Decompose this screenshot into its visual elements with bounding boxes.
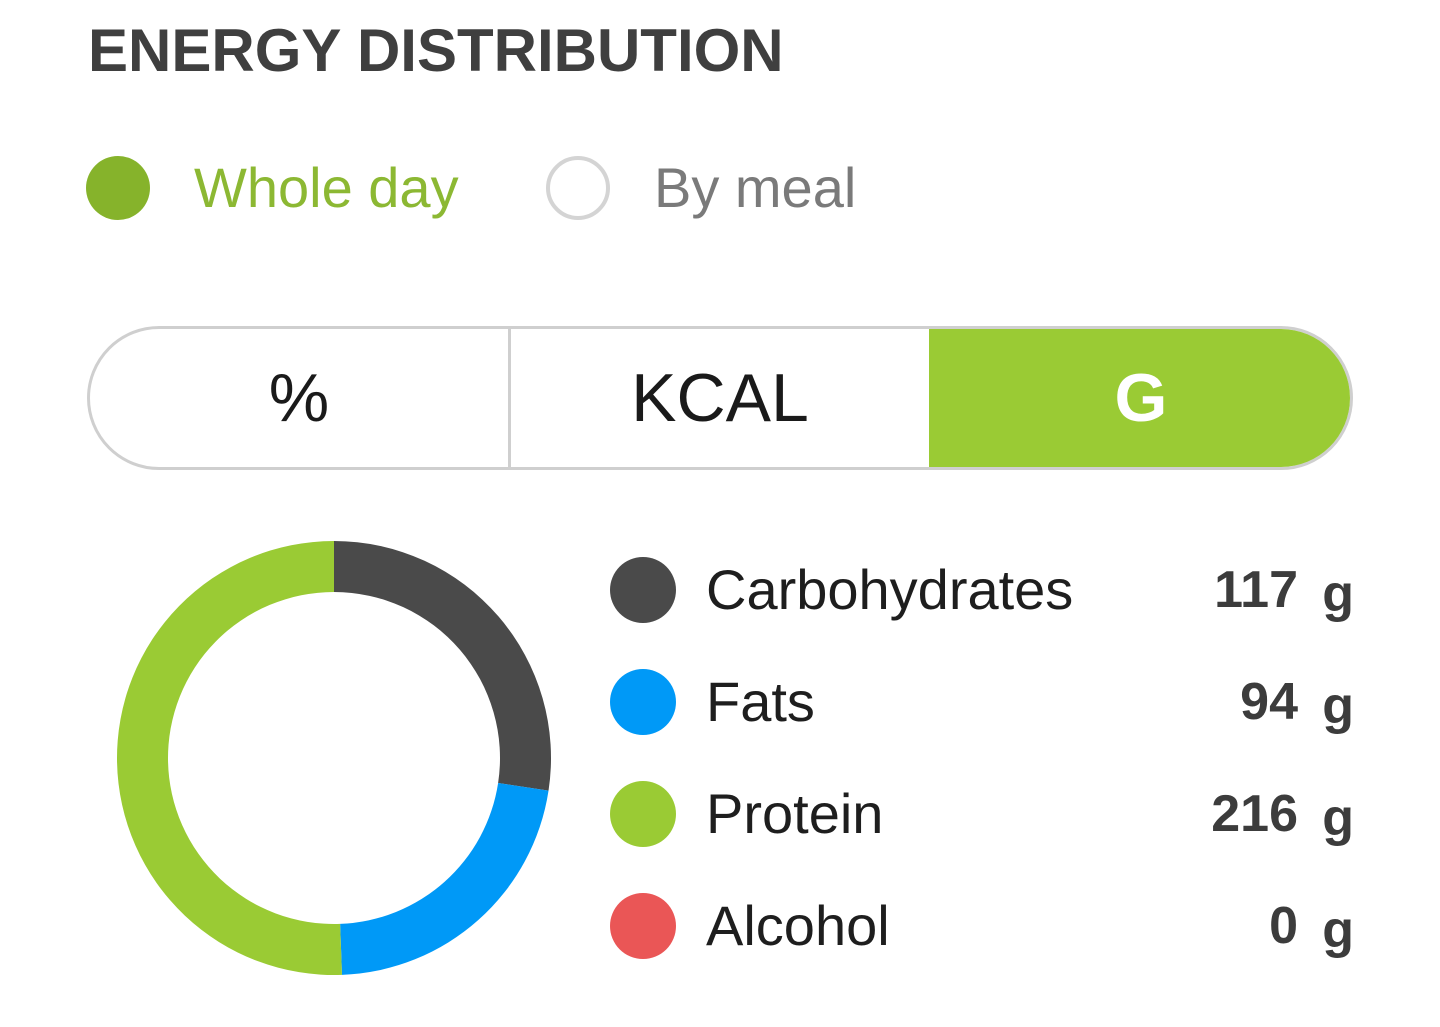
- energy-donut-chart: [117, 541, 551, 975]
- view-mode-radio-group: Whole day By meal: [86, 152, 986, 224]
- fats-label: Fats: [706, 670, 815, 733]
- fats-unit: g: [1322, 677, 1354, 735]
- alcohol-color-dot: [610, 893, 676, 959]
- carbohydrates-value: 117: [1214, 561, 1298, 619]
- alcohol-unit: g: [1322, 901, 1354, 959]
- tab-kcal[interactable]: KCAL: [508, 329, 929, 467]
- tab-grams[interactable]: G: [929, 329, 1350, 467]
- alcohol-label: Alcohol: [706, 894, 890, 957]
- donut-slice-fats: [340, 782, 549, 975]
- whole-day-option[interactable]: Whole day: [86, 152, 486, 224]
- by-meal-label: By meal: [654, 156, 857, 219]
- unit-segmented-control: % KCAL G: [87, 326, 1353, 470]
- protein-color-dot: [610, 781, 676, 847]
- legend-row-fats: Fats 94 g: [608, 646, 1368, 758]
- protein-unit: g: [1322, 789, 1354, 847]
- alcohol-value: 0: [1269, 897, 1298, 955]
- by-meal-option[interactable]: By meal: [546, 152, 906, 224]
- legend-row-protein: Protein 216 g: [608, 758, 1368, 870]
- tab-percent[interactable]: %: [268, 360, 330, 436]
- fats-color-dot: [610, 669, 676, 735]
- carbohydrates-color-dot: [610, 557, 676, 623]
- macro-legend: Carbohydrates 117 g Fats 94 g Protein 21…: [608, 534, 1368, 982]
- legend-row-carbohydrates: Carbohydrates 117 g: [608, 534, 1368, 646]
- donut-slice-carbohydrates: [334, 541, 551, 791]
- whole-day-radio[interactable]: [86, 156, 150, 220]
- carbohydrates-label: Carbohydrates: [706, 558, 1074, 621]
- protein-label: Protein: [706, 782, 884, 845]
- whole-day-label: Whole day: [194, 156, 459, 219]
- carbohydrates-unit: g: [1322, 565, 1354, 623]
- protein-value: 216: [1211, 785, 1298, 843]
- by-meal-radio[interactable]: [546, 156, 610, 220]
- fats-value: 94: [1240, 673, 1298, 731]
- page-title: ENERGY DISTRIBUTION: [88, 17, 784, 84]
- donut-slice-protein: [117, 541, 342, 975]
- legend-row-alcohol: Alcohol 0 g: [608, 870, 1368, 982]
